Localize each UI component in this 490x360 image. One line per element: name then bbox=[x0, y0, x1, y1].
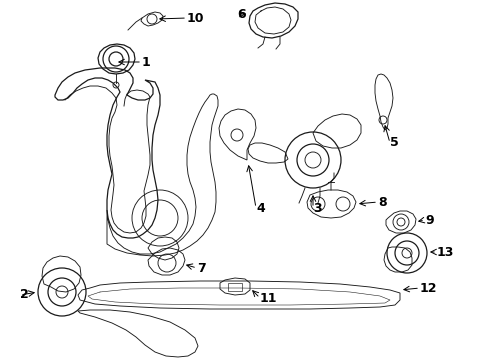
Text: 2: 2 bbox=[20, 288, 29, 302]
Text: 6: 6 bbox=[237, 8, 245, 21]
Text: 1: 1 bbox=[142, 55, 151, 68]
Text: 11: 11 bbox=[260, 292, 277, 305]
Text: 7: 7 bbox=[197, 261, 206, 274]
Text: 12: 12 bbox=[420, 282, 438, 294]
Text: 13: 13 bbox=[437, 246, 454, 258]
Text: 3: 3 bbox=[313, 202, 321, 215]
Text: 5: 5 bbox=[390, 136, 399, 149]
Text: 8: 8 bbox=[378, 195, 387, 208]
Text: 9: 9 bbox=[425, 213, 434, 226]
Text: 10: 10 bbox=[187, 12, 204, 24]
Text: 4: 4 bbox=[256, 202, 265, 215]
